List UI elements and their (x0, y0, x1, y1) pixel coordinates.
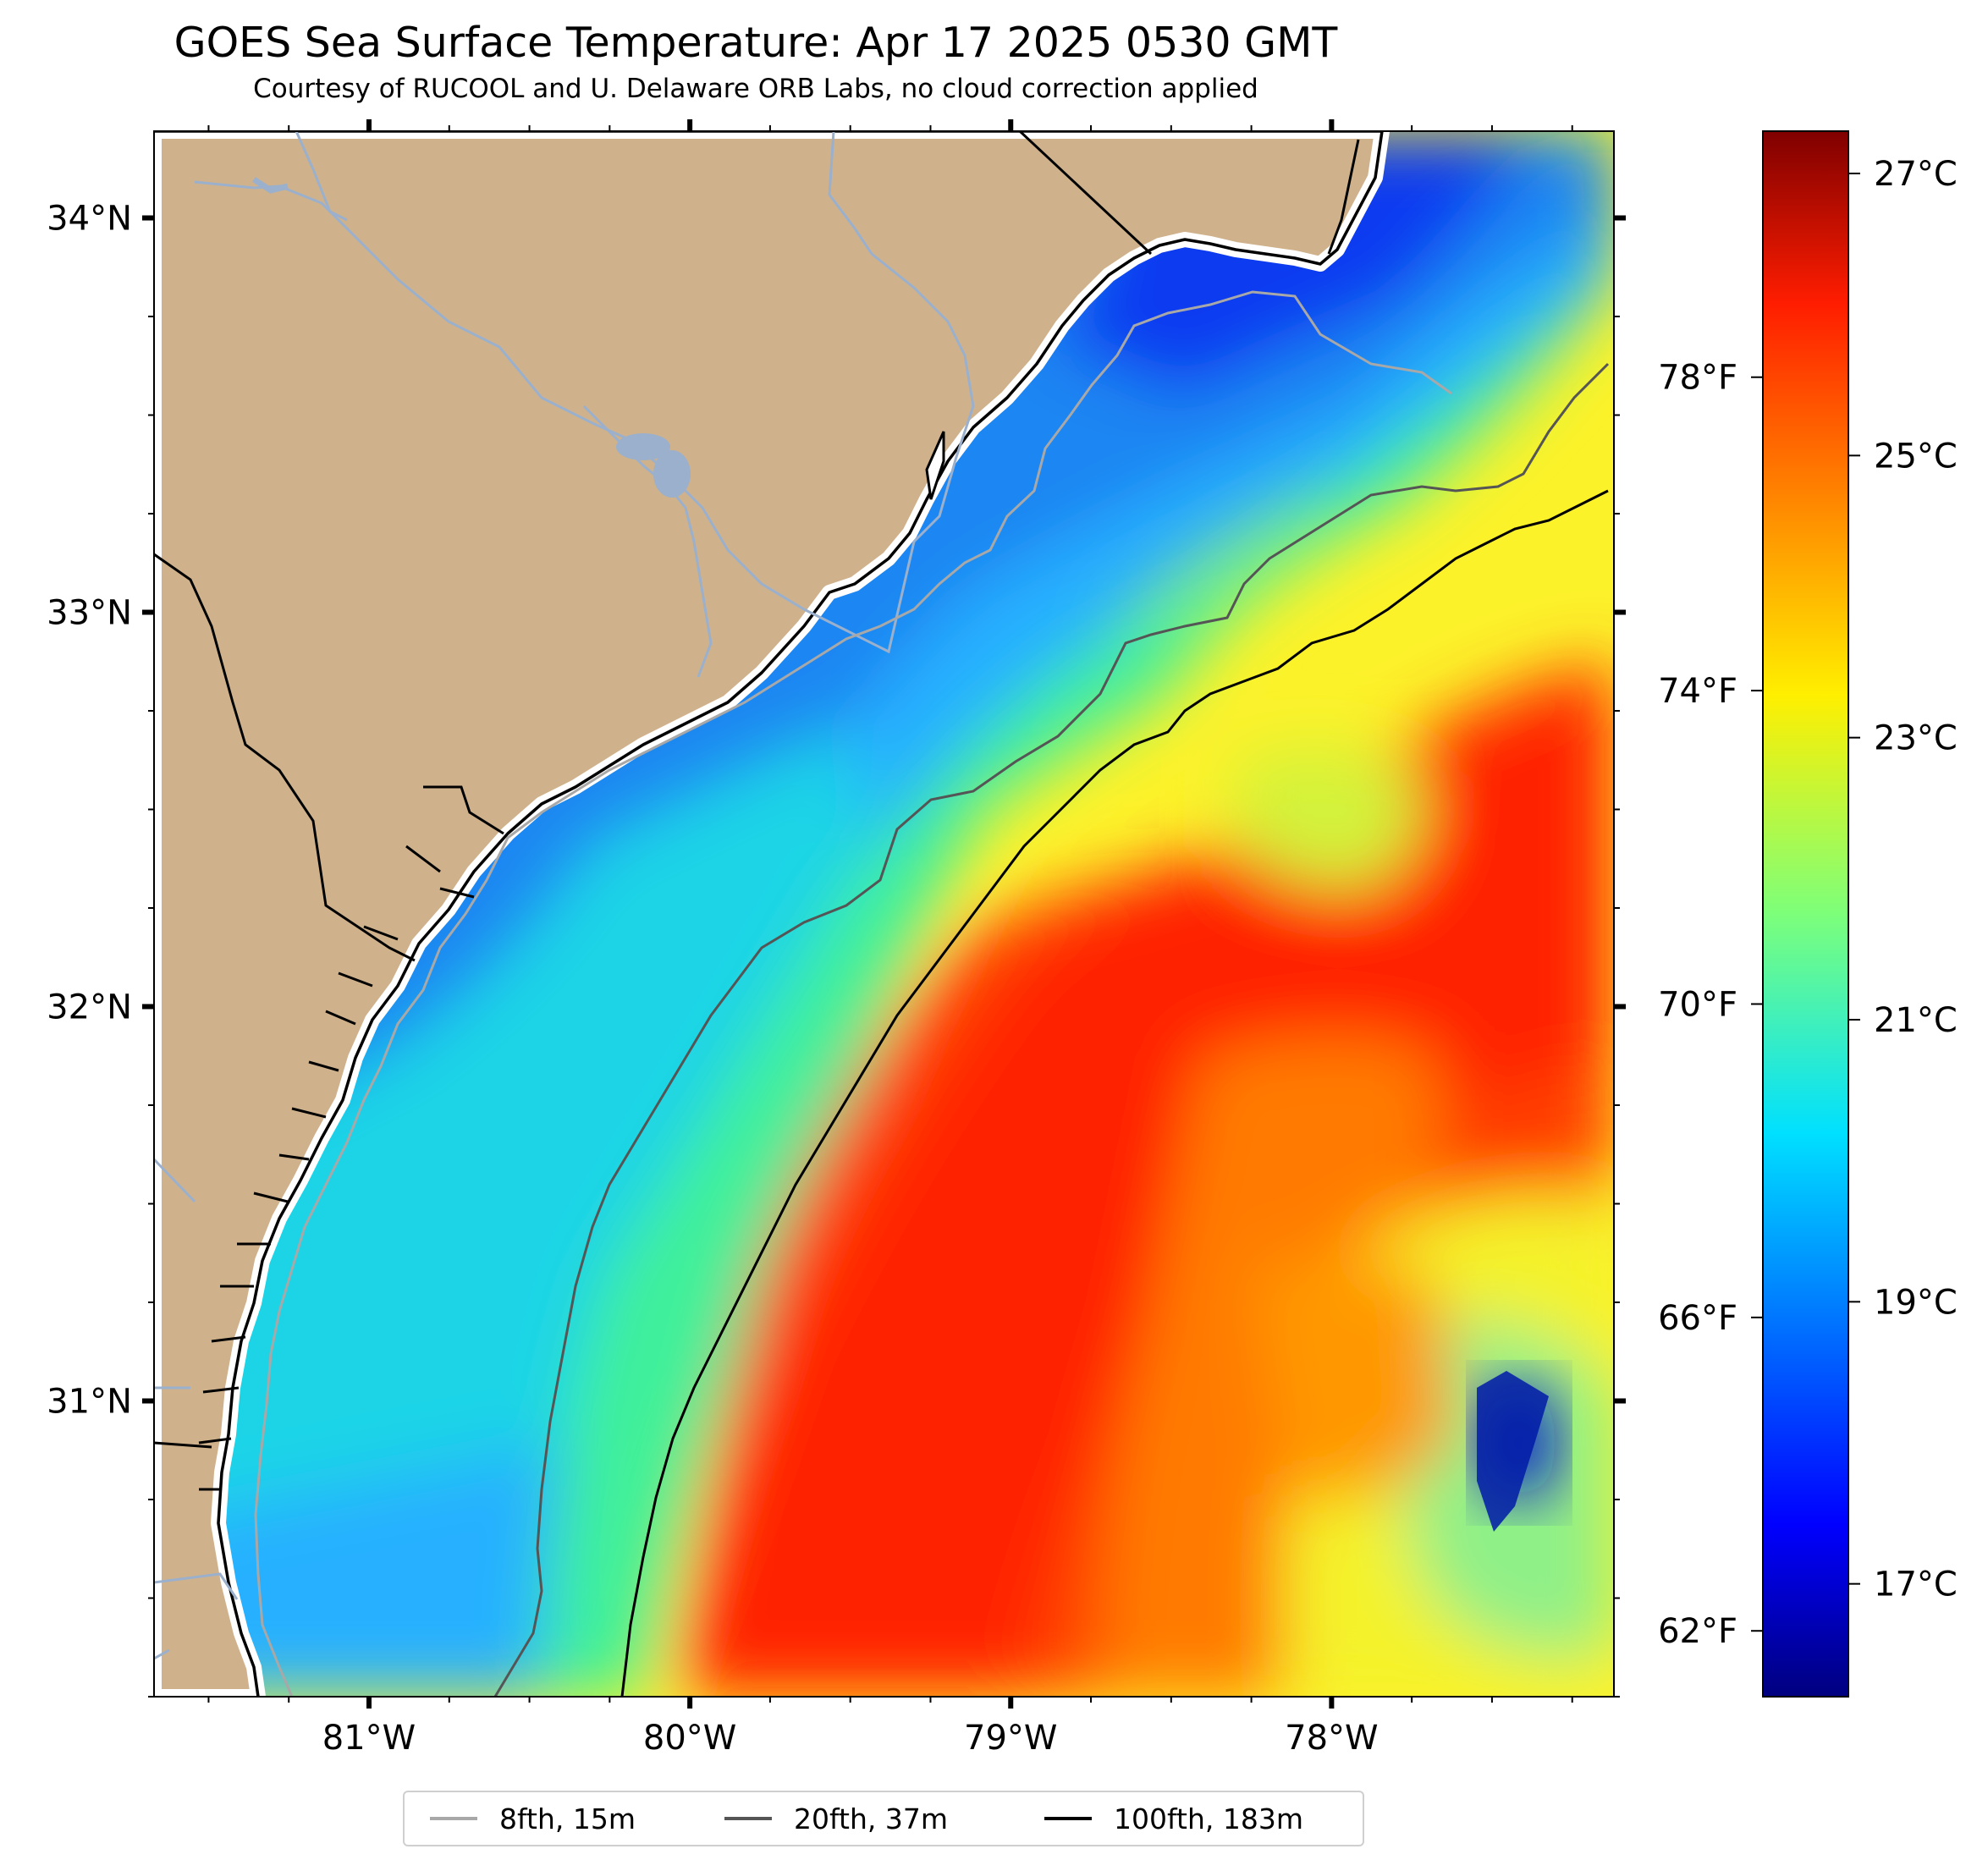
lat-tick-label: 31°N (47, 1383, 132, 1422)
colorbar-ticks: 17°C 19°C 21°C 23°C 25°C 27°C 62°F 66°F 70°F 74°F… (1658, 155, 1958, 1651)
cape-fear-spit (1327, 139, 1360, 255)
lake-marion (252, 177, 289, 194)
colorbar-label-c: 25°C (1874, 437, 1958, 476)
winyah-bay (925, 431, 945, 500)
colorbar-label-c: 17°C (1874, 1566, 1958, 1604)
page-title: GOES Sea Surface Temperature: Apr 17 202… (173, 19, 1338, 67)
colorbar-label-c: 27°C (1874, 155, 1958, 194)
colorbar-label-f: 62°F (1658, 1612, 1737, 1651)
coastline (154, 131, 1384, 1697)
colorbar-label-f: 70°F (1658, 985, 1737, 1024)
legend-label-8fth: 8fth, 15m (499, 1802, 636, 1835)
lon-tick-label: 81°W (322, 1719, 416, 1758)
colorbar-label-f: 78°F (1658, 359, 1737, 398)
lat-tick-label: 32°N (47, 988, 132, 1027)
lat-tick-label: 33°N (47, 594, 132, 633)
lon-tick-label: 78°W (1285, 1719, 1378, 1758)
colorbar (1762, 130, 1849, 1698)
colorbar-label-f: 66°F (1658, 1299, 1737, 1338)
page-subtitle: Courtesy of RUCOOL and U. Delaware ORB L… (253, 74, 1258, 104)
map-area (154, 131, 1614, 1697)
map-ticks: 81°W 80°W 79°W 78°W 34°N 33°N 32°N 31°N (47, 119, 1626, 1758)
legend-item-8fth: 8fth, 15m (430, 1792, 636, 1845)
lake-moultrie-2 (653, 450, 691, 498)
lake-moultrie (616, 433, 670, 460)
legend-swatch-100fth (1044, 1817, 1092, 1820)
boundary-nc-sc (1018, 131, 1153, 256)
colorbar-label-c: 23°C (1874, 719, 1958, 758)
lat-tick-label: 34°N (47, 200, 132, 239)
legend-label-100fth: 100fth, 183m (1114, 1802, 1303, 1835)
colorbar-label-f: 74°F (1658, 672, 1737, 711)
boundary-sc-ga (154, 553, 416, 962)
boundary-ga-fl (154, 1441, 212, 1449)
colorbar-label-c: 21°C (1874, 1001, 1958, 1040)
legend-item-100fth: 100fth, 183m (1044, 1792, 1303, 1845)
colorbar-label-c: 19°C (1874, 1283, 1958, 1322)
legend-label-20fth: 20fth, 37m (794, 1802, 948, 1835)
map-frame (153, 130, 1615, 1698)
legend: 8fth, 15m 20fth, 37m 100fth, 183m (403, 1791, 1364, 1846)
sea-islands-inlets (198, 785, 504, 1491)
river-pee-dee (194, 131, 975, 654)
contour-100fth (620, 489, 1609, 1697)
sst-field (154, 131, 1614, 1697)
contour-8fth (254, 290, 1452, 1697)
legend-item-20fth: 20fth, 37m (724, 1792, 948, 1845)
river-savannah (154, 1158, 239, 1660)
legend-swatch-8fth (430, 1817, 477, 1820)
sst-cold-core (1477, 1371, 1549, 1532)
lon-tick-label: 80°W (643, 1719, 736, 1758)
contour-20fth (493, 362, 1610, 1697)
legend-swatch-20fth (724, 1817, 772, 1820)
lon-tick-label: 79°W (964, 1719, 1057, 1758)
